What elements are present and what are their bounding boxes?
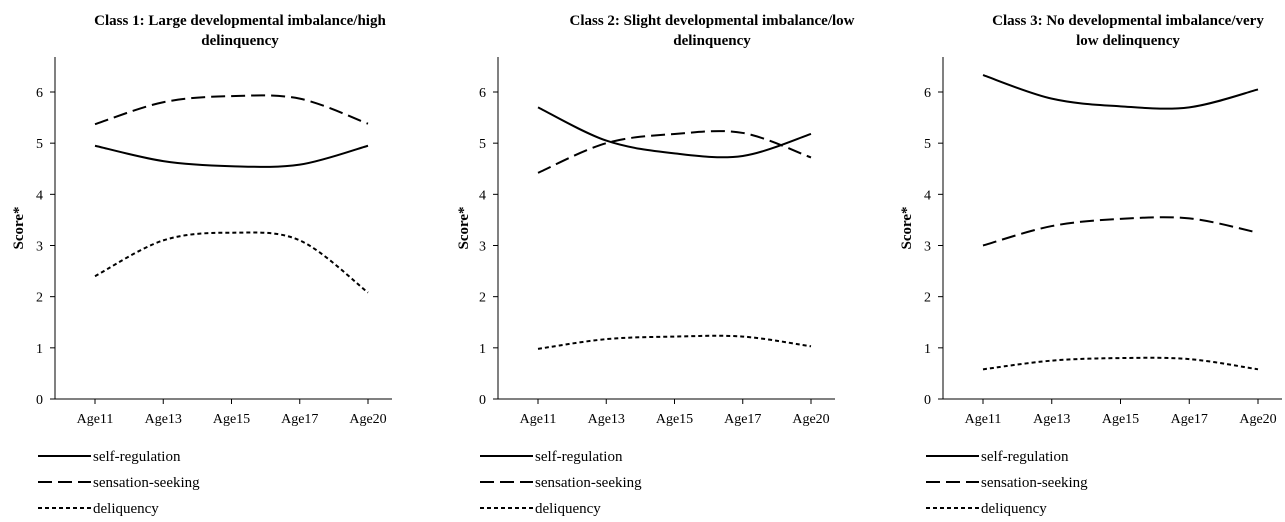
series-line-sensation-seeking (537, 130, 812, 174)
y-tick-label: 5 (479, 137, 486, 152)
y-axis-label: Score* (899, 206, 915, 249)
x-tick-label: Age17 (724, 412, 761, 427)
x-tick-label: Age17 (1171, 412, 1208, 427)
y-tick-label: 3 (479, 240, 486, 255)
chart-panel-2: Class 2: Slight developmental imbalance/… (456, 13, 855, 517)
y-tick-label: 4 (924, 188, 931, 203)
legend-label-self-regulation: self-regulation (93, 449, 181, 465)
series-line-self-regulation (982, 74, 1259, 110)
x-tick-label: Age11 (965, 412, 1002, 427)
x-tick-label: Age20 (792, 412, 829, 427)
y-tick-label: 2 (924, 291, 931, 306)
y-tick-label: 5 (924, 137, 931, 152)
x-tick-label: Age11 (77, 412, 114, 427)
y-tick-label: 0 (479, 393, 486, 408)
series-line-deliquency (537, 334, 812, 350)
x-tick-label: Age17 (281, 412, 318, 427)
x-tick-label: Age13 (588, 412, 625, 427)
x-tick-label: Age13 (1033, 412, 1070, 427)
y-tick-label: 1 (479, 342, 486, 357)
legend-label-sensation-seeking: sensation-seeking (981, 475, 1088, 491)
y-tick-label: 6 (479, 86, 486, 101)
x-tick-label: Age15 (213, 412, 250, 427)
y-tick-label: 1 (36, 342, 43, 357)
chart-panel-1: Class 1: Large developmental imbalance/h… (11, 13, 392, 517)
x-tick-label: Age11 (520, 412, 557, 427)
x-tick-label: Age13 (145, 412, 182, 427)
x-tick-label: Age20 (349, 412, 386, 427)
y-tick-label: 4 (36, 188, 43, 203)
series-line-self-regulation (537, 106, 812, 159)
y-tick-label: 0 (924, 393, 931, 408)
legend-label-sensation-seeking: sensation-seeking (535, 475, 642, 491)
series-line-sensation-seeking (982, 216, 1259, 247)
x-tick-label: Age15 (656, 412, 693, 427)
chart-title-line: low delinquency (1076, 33, 1180, 49)
chart-title-line: Class 3: No developmental imbalance/very (992, 13, 1264, 29)
x-tick-label: Age15 (1102, 412, 1139, 427)
series-line-sensation-seeking (94, 94, 369, 126)
x-tick-label: Age20 (1239, 412, 1276, 427)
y-tick-label: 0 (36, 393, 43, 408)
legend-label-deliquency: deliquency (535, 501, 601, 517)
series-line-deliquency (94, 231, 369, 294)
chart-title-line: Class 2: Slight developmental imbalance/… (569, 13, 854, 29)
legend-label-deliquency: deliquency (93, 501, 159, 517)
y-tick-label: 4 (479, 188, 486, 203)
y-tick-label: 5 (36, 137, 43, 152)
y-tick-label: 1 (924, 342, 931, 357)
legend-label-sensation-seeking: sensation-seeking (93, 475, 200, 491)
chart-panel-3: Class 3: No developmental imbalance/very… (899, 13, 1282, 517)
legend-label-deliquency: deliquency (981, 501, 1047, 517)
y-tick-label: 3 (36, 240, 43, 255)
y-tick-label: 2 (479, 291, 486, 306)
y-tick-label: 2 (36, 291, 43, 306)
chart-title-line: delinquency (201, 33, 279, 49)
y-axis-label: Score* (456, 206, 472, 249)
series-line-self-regulation (94, 144, 369, 168)
legend-label-self-regulation: self-regulation (535, 449, 623, 465)
chart-title-line: Class 1: Large developmental imbalance/h… (94, 13, 386, 29)
legend-label-self-regulation: self-regulation (981, 449, 1069, 465)
y-tick-label: 6 (36, 86, 43, 101)
y-axis-label: Score* (11, 206, 27, 249)
y-tick-label: 6 (924, 86, 931, 101)
y-tick-label: 3 (924, 240, 931, 255)
chart-title-line: delinquency (673, 33, 751, 49)
series-line-deliquency (982, 356, 1259, 371)
